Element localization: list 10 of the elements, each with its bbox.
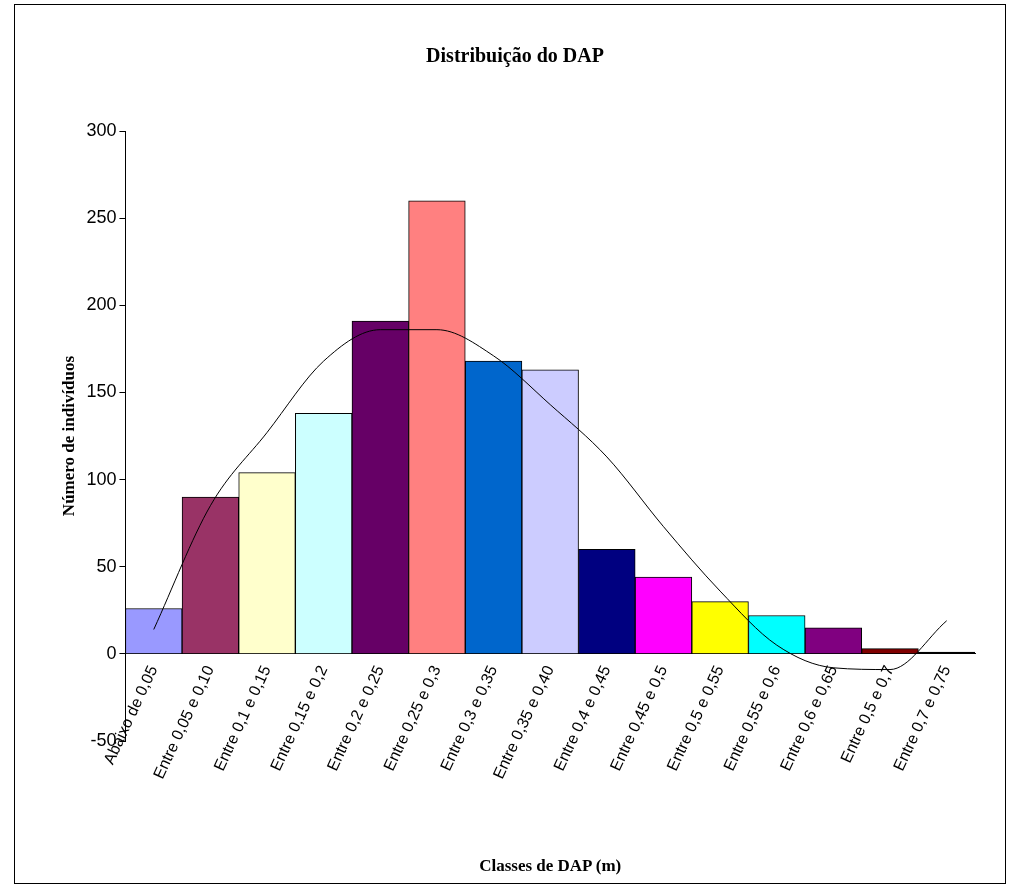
y-tick-label: 200 — [86, 294, 117, 315]
y-tick-label: 250 — [86, 207, 117, 228]
y-tick-label: 300 — [86, 119, 117, 140]
x-axis-title: Classes de DAP (m) — [479, 855, 622, 875]
y-tick-label: 0 — [106, 642, 117, 663]
y-tick-label: 50 — [96, 555, 117, 576]
y-axis-title: Número de indivíduos — [58, 355, 78, 517]
y-tick-label: 100 — [86, 468, 117, 489]
chart-title: Distribuição do DAP — [426, 44, 604, 68]
y-tick-label: 150 — [86, 381, 117, 402]
